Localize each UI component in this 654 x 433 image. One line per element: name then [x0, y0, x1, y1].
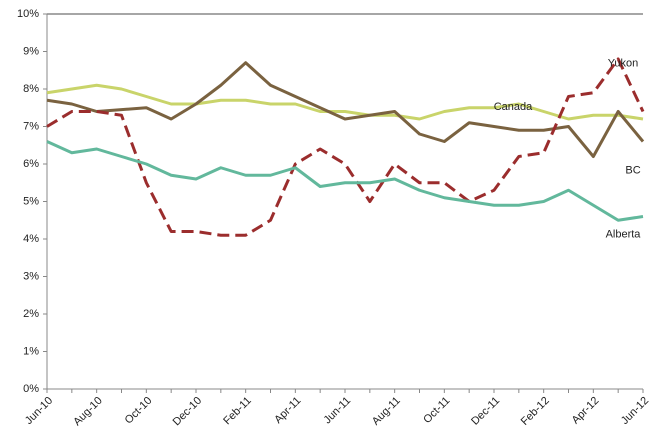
- y-tick-label: 0%: [23, 383, 39, 395]
- x-tick-label: Jun-12: [619, 395, 651, 427]
- x-tick-label: Apr-12: [570, 395, 602, 427]
- x-tick-label: Dec-10: [171, 395, 205, 429]
- y-tick-label: 6%: [23, 158, 39, 170]
- y-tick-label: 4%: [23, 233, 39, 245]
- y-tick-label: 3%: [23, 270, 39, 282]
- x-tick-label: Oct-10: [123, 395, 155, 427]
- series-label: Yukon: [608, 57, 639, 69]
- y-tick-label: 2%: [23, 308, 39, 320]
- x-tick-label: Aug-11: [370, 395, 403, 428]
- y-tick-label: 7%: [23, 120, 39, 132]
- x-tick-label: Jun-11: [321, 395, 353, 427]
- x-tick-label: Jun-10: [23, 395, 55, 427]
- x-tick-label: Oct-11: [421, 395, 452, 426]
- y-tick-label: 1%: [23, 345, 39, 357]
- y-tick-label: 9%: [23, 45, 39, 57]
- y-tick-label: 10%: [17, 8, 39, 20]
- series-label: BC: [625, 164, 640, 176]
- series-line: [46, 57, 645, 237]
- series-line: [46, 83, 644, 121]
- y-tick-label: 5%: [23, 195, 39, 207]
- x-tick-label: Apr-11: [272, 395, 303, 426]
- series-line: [46, 61, 645, 158]
- series-line: [46, 140, 644, 222]
- x-tick-label: Dec-11: [469, 395, 502, 428]
- x-tick-label: Aug-10: [71, 395, 105, 429]
- y-tick-label: 8%: [23, 83, 39, 95]
- x-tick-label: Feb-11: [221, 395, 254, 428]
- series-label: Alberta: [606, 228, 642, 240]
- x-tick-label: Feb-12: [519, 395, 552, 428]
- series-label: Canada: [494, 101, 533, 113]
